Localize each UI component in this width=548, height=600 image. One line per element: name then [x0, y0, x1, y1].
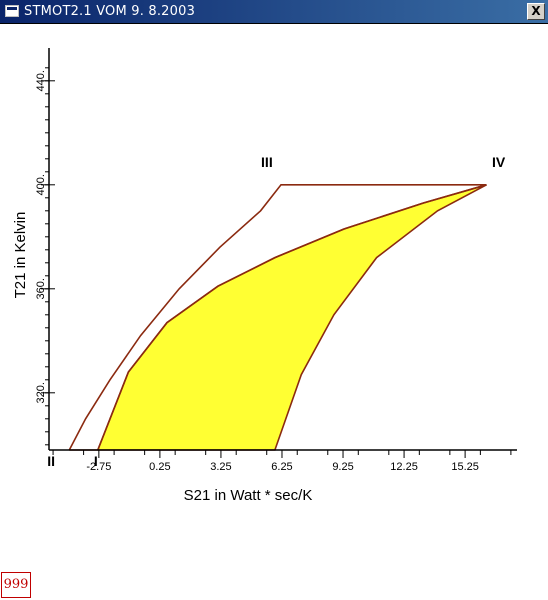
state-point-label: III [261, 154, 273, 170]
cycle-curve [68, 184, 487, 451]
y-tick-label: 400. [35, 174, 47, 195]
x-tick-label: 6.25 [271, 461, 292, 473]
chart-plot-area: -2.75 0.25 3.25 6.25 9.25 12.25 15.25 320. 360. 4… [12, 48, 517, 504]
x-tick-label: 15.25 [451, 461, 479, 473]
window-title: STMOT2.1 VOM 9. 8.2003 [24, 4, 196, 19]
state-point-label: IV [492, 154, 506, 170]
x-tick-label: 3.25 [210, 461, 231, 473]
app-icon[interactable] [5, 5, 19, 17]
title-bar[interactable]: STMOT2.1 VOM 9. 8.2003 X [0, 0, 548, 24]
shaded-region [97, 184, 487, 451]
y-tick-label: 440. [35, 70, 47, 91]
y-axis-label: T21 in Kelvin [12, 212, 29, 299]
state-point-label: I [94, 453, 98, 469]
state-point-label: II [47, 453, 55, 469]
x-axis-label: S21 in Watt * sec/K [184, 487, 313, 504]
status-badge: 999 [1, 572, 31, 598]
y-tick-label: 360. [35, 278, 47, 299]
x-tick-label: -2.75 [86, 461, 111, 473]
x-tick-label: 9.25 [332, 461, 353, 473]
x-tick-label: 12.25 [390, 461, 418, 473]
close-button[interactable]: X [527, 3, 545, 20]
y-tick-label: 320. [35, 382, 47, 403]
x-tick-label: 0.25 [149, 461, 170, 473]
